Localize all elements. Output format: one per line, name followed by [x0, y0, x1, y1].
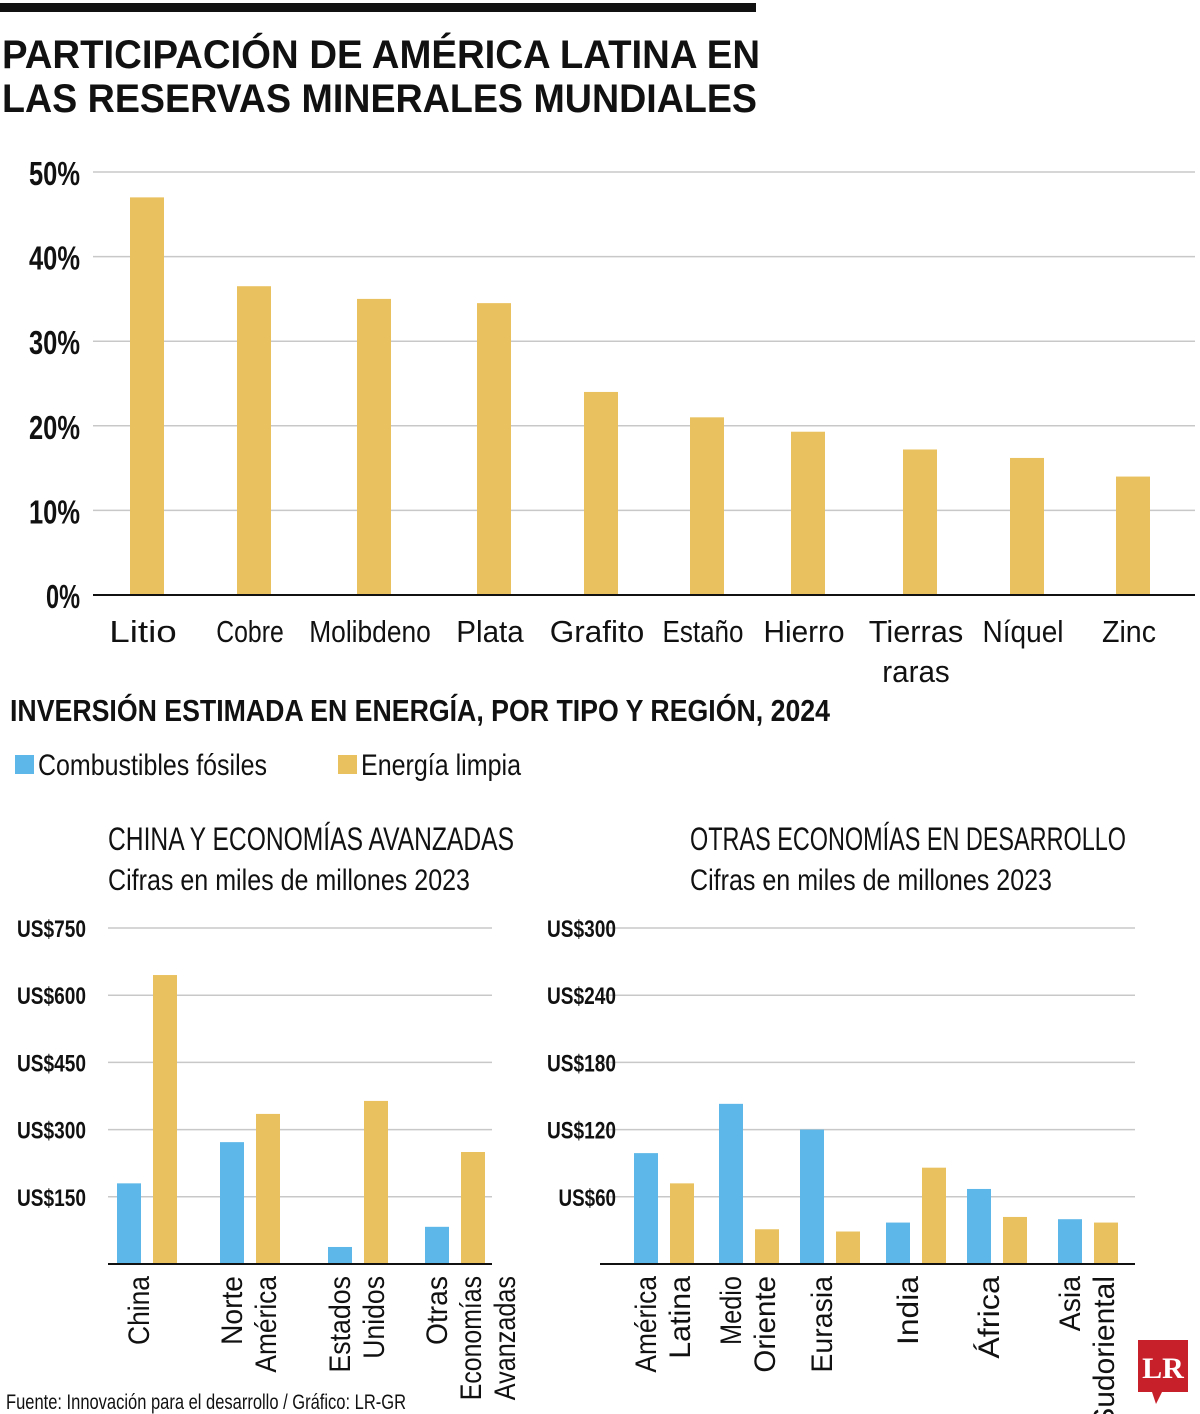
x-tick-label: Estados [324, 1276, 357, 1373]
bar-estaño [690, 417, 724, 595]
y-tick-label: US$60 [559, 1185, 617, 1212]
x-tick-label: Otras [421, 1276, 454, 1345]
x-tick-label: Economías [455, 1276, 488, 1400]
bar-fossil [220, 1142, 244, 1264]
x-tick-label: Zinc [1102, 614, 1156, 649]
bar-clean [1094, 1222, 1118, 1264]
bar-clean [670, 1183, 694, 1264]
chart-reserves: 0% 10% 20% 30% 40% 50% Litio Cobre Molibdeno Plat… [29, 155, 1195, 689]
y-tick-label: 20% [29, 409, 80, 446]
y-tick-label: 40% [29, 240, 80, 277]
chart2-title: CHINA Y ECONOMÍAS AVANZADAS [108, 821, 514, 857]
y-tick-label: 30% [29, 324, 80, 361]
lr-logo: LR [1138, 1340, 1188, 1404]
bar-clean [755, 1229, 779, 1264]
bar-clean [461, 1152, 485, 1264]
x-tick-label: China [123, 1276, 156, 1345]
x-tick-label: Sudoriental [1088, 1276, 1121, 1414]
bar-fossil [719, 1103, 743, 1264]
x-tick-label: Hierro [764, 614, 845, 649]
x-tick-label: América [250, 1276, 283, 1373]
bar-clean [256, 1113, 280, 1264]
lr-logo-text: LR [1142, 1352, 1184, 1385]
y-tick-label: US$180 [547, 1050, 616, 1077]
legend-swatch-clean [338, 755, 357, 774]
legend-label-fossil: Combustibles fósiles [38, 749, 267, 782]
legend-swatch-fossil [15, 755, 34, 774]
x-tick-label: Medio [715, 1276, 748, 1345]
bar-grafito [584, 391, 618, 595]
chart2-subtitle: Cifras en miles de millones 2023 [108, 864, 470, 897]
bar-cobre [237, 286, 271, 595]
x-tick-label: Grafito [550, 614, 645, 649]
bar-fossil [117, 1183, 141, 1264]
x-tick-label: América [630, 1276, 663, 1373]
x-tick-label: Asia [1054, 1276, 1087, 1331]
y-tick-label: US$150 [17, 1185, 86, 1212]
bar-tierras-raras [903, 449, 937, 595]
subtitle: INVERSIÓN ESTIMADA EN ENERGÍA, POR TIPO … [10, 692, 831, 728]
bar-clean [836, 1231, 860, 1264]
y-tick-label: US$750 [17, 916, 86, 943]
x-tick-label: Unidos [358, 1276, 391, 1359]
x-tick-label: Tierras [869, 614, 964, 649]
x-tick-label: Litio [109, 614, 177, 649]
y-tick-label: US$240 [547, 983, 616, 1010]
title-line-1: PARTICIPACIÓN DE AMÉRICA LATINA EN [2, 31, 760, 77]
x-tick-label: África [973, 1276, 1006, 1359]
bar-fossil [1058, 1219, 1082, 1264]
bar-plata [477, 303, 511, 595]
bar-hierro [791, 431, 825, 595]
bar-clean [922, 1167, 946, 1264]
bar-fossil [425, 1226, 449, 1264]
bar-fossil [634, 1153, 658, 1264]
x-tick-label: Plata [456, 614, 524, 649]
y-tick-label: US$300 [547, 916, 616, 943]
y-tick-label: US$600 [17, 983, 86, 1010]
y-tick-label: 10% [29, 493, 80, 530]
bar-níquel [1010, 457, 1044, 595]
legend: Combustibles fósiles Energía limpia [15, 749, 521, 782]
source-note: Fuente: Innovación para el desarrollo / … [6, 1391, 406, 1414]
legend-label-clean: Energía limpia [361, 749, 521, 782]
x-tick-label: Cobre [216, 614, 284, 649]
x-tick-label: Latina [664, 1276, 697, 1359]
chart-developing-economies: US$60 US$120 US$180 US$240 US$300 América Lati… [547, 916, 1135, 1414]
chart3-title: OTRAS ECONOMÍAS EN DESARROLLO [690, 821, 1126, 857]
x-tick-label: Níquel [983, 614, 1064, 649]
y-tick-label: 50% [29, 155, 80, 192]
title-line-2: LAS RESERVAS MINERALES MUNDIALES [2, 77, 757, 121]
x-tick-label: Oriente [749, 1276, 782, 1373]
bar-litio [130, 197, 164, 595]
x-tick-label: Eurasia [806, 1276, 839, 1373]
y-tick-label: US$120 [547, 1118, 616, 1145]
chart3-subtitle: Cifras en miles de millones 2023 [690, 864, 1052, 897]
y-tick-label: 0% [46, 578, 80, 615]
bar-fossil [800, 1129, 824, 1264]
chart-advanced-economies: US$150 US$300 US$450 US$600 US$750 China Norte… [17, 916, 522, 1400]
x-tick-label: Norte [216, 1276, 249, 1345]
bar-clean [364, 1100, 388, 1264]
bar-molibdeno [357, 298, 391, 595]
bar-clean [1003, 1216, 1027, 1264]
bar-clean [153, 975, 177, 1264]
x-tick-label: Avanzadas [489, 1276, 522, 1400]
x-tick-label: India [892, 1276, 925, 1345]
y-tick-label: US$300 [17, 1118, 86, 1145]
x-tick-label: Molibdeno [309, 614, 431, 649]
bar-zinc [1116, 476, 1150, 595]
top-rule [0, 3, 756, 12]
bar-fossil [328, 1246, 352, 1264]
bar-fossil [967, 1188, 991, 1264]
x-tick-label: Estaño [663, 614, 744, 649]
bar-fossil [886, 1222, 910, 1264]
x-tick-label: raras [882, 654, 950, 689]
y-tick-label: US$450 [17, 1050, 86, 1077]
